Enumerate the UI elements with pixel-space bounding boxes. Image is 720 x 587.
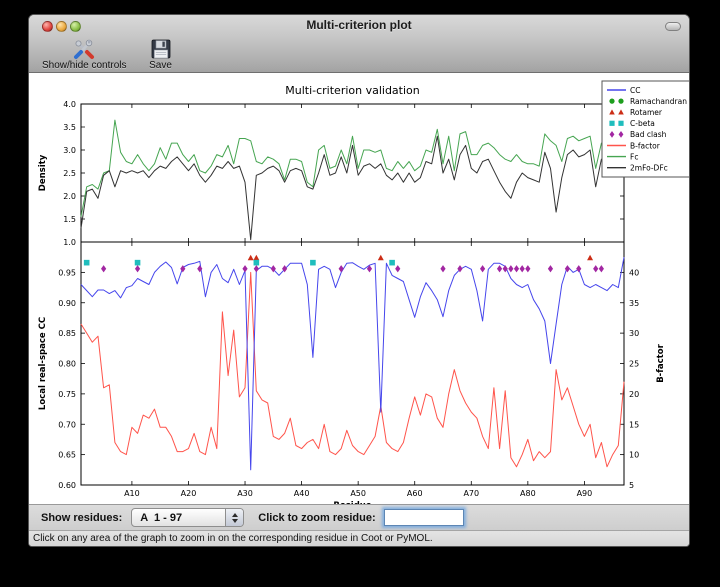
x-tick-label: A60 xyxy=(407,489,423,498)
two-mfo-dfc-line xyxy=(80,135,625,241)
x-tick-label: A30 xyxy=(237,489,253,498)
bfactor-tick-label: 30 xyxy=(629,329,639,338)
arrow-up-icon xyxy=(231,512,238,517)
dropdown-stepper-icon xyxy=(225,509,244,526)
zoom-residue-label: Click to zoom residue: xyxy=(258,511,376,524)
control-bar: Show residues: A 1 - 97 Click to zoom re… xyxy=(29,504,689,530)
legend-label: Rotamer xyxy=(630,108,663,117)
plot-canvas[interactable]: A10A20A30A40A50A60A70A80A90Residue1.01.5… xyxy=(29,73,690,511)
legend-label: CC xyxy=(630,86,640,95)
cc-line xyxy=(80,257,625,471)
status-bar: Click on any area of the graph to zoom i… xyxy=(29,530,689,546)
save-icon xyxy=(151,39,170,59)
bfactor-tick-label: 15 xyxy=(629,420,639,429)
window-chrome: Multi-criterion plot Show/hide controls xyxy=(29,15,689,73)
bfactor-axis-label: B-factor xyxy=(656,343,666,382)
cc-tick-label: 0.75 xyxy=(58,390,76,399)
toolbar-button-label: Show/hide controls xyxy=(42,60,127,71)
legend-label: Bad clash xyxy=(630,130,667,139)
bfactor-tick-label: 5 xyxy=(629,481,634,490)
bfactor-tick-label: 20 xyxy=(629,390,639,399)
window-title: Multi-criterion plot xyxy=(306,18,412,32)
density-axis-label: Density xyxy=(38,154,48,191)
bfactor-tick-label: 10 xyxy=(629,451,639,460)
tools-icon xyxy=(74,39,95,59)
fc-line xyxy=(80,119,625,217)
residue-range-dropdown[interactable]: A 1 - 97 xyxy=(131,508,245,527)
save-button[interactable]: Save xyxy=(146,37,176,72)
x-tick-label: A80 xyxy=(520,489,536,498)
title-bar[interactable]: Multi-criterion plot xyxy=(29,15,689,37)
density-tick-label: 3.0 xyxy=(63,146,76,155)
show-residues-label: Show residues: xyxy=(41,511,123,524)
arrow-down-icon xyxy=(231,518,238,523)
bfactor-tick-label: 25 xyxy=(629,360,639,369)
multi-criterion-plot[interactable]: A10A20A30A40A50A60A70A80A90Residue1.01.5… xyxy=(29,73,690,511)
x-tick-label: A70 xyxy=(463,489,479,498)
density-tick-label: 1.0 xyxy=(63,238,76,247)
close-button[interactable] xyxy=(42,21,53,32)
cc-tick-label: 0.80 xyxy=(58,360,76,369)
cc-tick-label: 0.70 xyxy=(58,420,76,429)
show-hide-controls-button[interactable]: Show/hide controls xyxy=(39,37,130,72)
multi-criterion-plot-window: Multi-criterion plot Show/hide controls xyxy=(28,14,690,547)
outlier-markers xyxy=(83,254,604,273)
density-tick-label: 2.0 xyxy=(63,192,76,201)
cc-tick-label: 0.95 xyxy=(58,268,76,277)
density-tick-label: 2.5 xyxy=(63,169,76,178)
bfactor-tick-label: 40 xyxy=(629,268,639,277)
density-tick-label: 4.0 xyxy=(63,100,76,109)
cc-tick-label: 0.60 xyxy=(58,481,76,490)
status-text: Click on any area of the graph to zoom i… xyxy=(33,533,433,544)
cc-tick-label: 0.85 xyxy=(58,329,76,338)
toolbar-button-label: Save xyxy=(149,60,172,71)
x-tick-label: A10 xyxy=(124,489,140,498)
bfactor-line xyxy=(80,271,625,468)
toolbar: Show/hide controls Save xyxy=(29,37,689,73)
plot-legend: CC Ramachandran Rotamer C-beta Bad clash B-fa… xyxy=(601,80,689,178)
legend-label: 2mFo-DFc xyxy=(630,164,668,173)
legend-label: B-factor xyxy=(630,141,661,150)
x-tick-label: A40 xyxy=(294,489,310,498)
cc-axis-label: Local real-space CC xyxy=(38,317,48,410)
x-tick-label: A90 xyxy=(577,489,593,498)
plot-title: Multi-criterion validation xyxy=(285,84,420,97)
bottom-plot-series xyxy=(80,257,625,471)
x-tick-label: A50 xyxy=(350,489,366,498)
minimize-button[interactable] xyxy=(56,21,67,32)
density-tick-label: 3.5 xyxy=(63,123,76,132)
zoom-button[interactable] xyxy=(70,21,81,32)
legend-label: C-beta xyxy=(630,119,655,128)
toolbar-toggle-lozenge[interactable] xyxy=(665,22,681,31)
cc-tick-label: 0.65 xyxy=(58,451,76,460)
x-tick-label: A20 xyxy=(181,489,197,498)
legend-label: Fc xyxy=(630,152,638,161)
legend-label: Ramachandran xyxy=(630,97,687,106)
zoom-residue-input[interactable] xyxy=(383,509,464,526)
density-tick-label: 1.5 xyxy=(63,215,76,224)
cc-tick-label: 0.90 xyxy=(58,299,76,308)
bfactor-tick-label: 35 xyxy=(629,299,639,308)
residue-range-value: A 1 - 97 xyxy=(140,511,183,524)
top-plot-series xyxy=(80,119,625,241)
